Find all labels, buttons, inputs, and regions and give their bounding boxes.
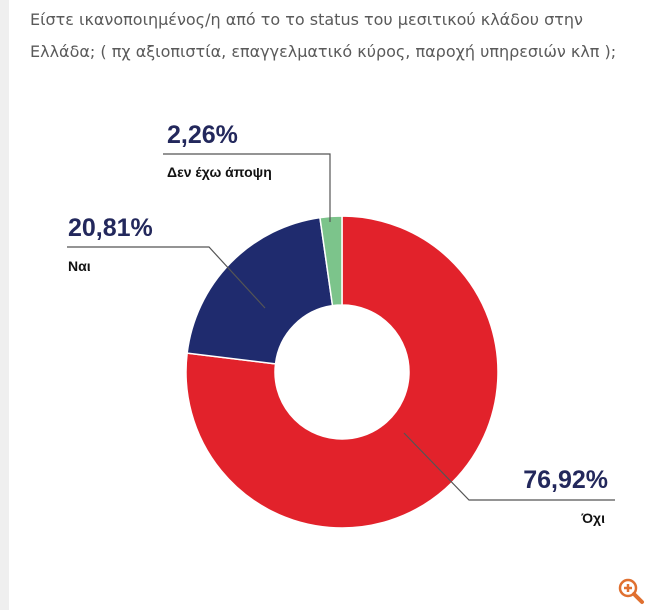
category-label-nai: Ναι [68, 258, 91, 274]
zoom-in-icon[interactable] [616, 576, 646, 606]
leader-line-nai [67, 246, 266, 309]
survey-question: Είστε ικανοποιημένος/η από το το status … [30, 10, 617, 61]
value-label-den-exo-apopsi: 2,26% [167, 121, 238, 149]
value-label-oxi: 76,92% [523, 466, 608, 494]
left-border [0, 0, 9, 610]
value-label-nai: 20,81% [68, 214, 153, 242]
leader-line-den-exo-apopsi [163, 153, 331, 222]
leader-line-oxi [403, 432, 615, 501]
donut-slice-den-exo-apopsi [319, 215, 343, 307]
category-label-den-exo-apopsi: Δεν έχω άποψη [167, 164, 272, 180]
donut-slice-nai [186, 216, 334, 365]
category-label-oxi: Όχι [581, 510, 606, 526]
